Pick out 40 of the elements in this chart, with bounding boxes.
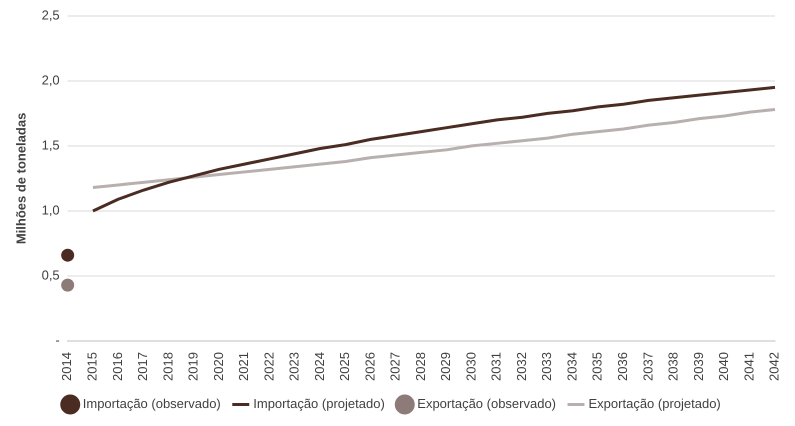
x-tick-label: 2039 (690, 352, 706, 381)
x-tick-label: 2020 (210, 352, 226, 381)
x-tick-label: 2014 (59, 352, 74, 381)
x-tick-label: 2041 (741, 352, 756, 381)
x-tick-label: 2037 (640, 352, 656, 381)
x-tick-label: 2019 (186, 352, 201, 381)
x-tick-label: 2028 (412, 352, 428, 381)
x-tick-label: 2035 (590, 352, 605, 381)
y-tick-label: - (55, 332, 60, 348)
x-tick-label: 2034 (564, 352, 580, 381)
legend-label: Importação (projetado) (253, 396, 385, 412)
x-tick-label: 2040 (716, 352, 732, 381)
x-tick-label: 2022 (261, 352, 276, 381)
x-tick-label: 2021 (236, 352, 252, 381)
y-tick-label: 0,5 (42, 268, 60, 283)
y-tick-label: 2,5 (42, 7, 60, 22)
x-tick-label: 2032 (514, 352, 529, 381)
y-tick-label: 2,0 (42, 72, 60, 88)
y-tick-label: 1,0 (42, 202, 60, 218)
y-tick-label: 1,5 (42, 137, 60, 152)
legend-label: Exportação (observado) (417, 396, 556, 412)
x-tick-label: 2031 (488, 352, 504, 381)
x-tick-label: 2030 (463, 352, 478, 381)
legend-label: Importação (observado) (82, 396, 221, 412)
x-tick-label: 2016 (110, 352, 125, 381)
x-tick-label: 2026 (362, 352, 378, 381)
x-tick-label: 2018 (160, 352, 176, 381)
x-tick-label: 2033 (539, 352, 554, 381)
legend-label: Exportação (projetado) (588, 396, 721, 412)
x-tick-label: 2027 (388, 352, 403, 381)
x-tick-label: 2036 (615, 352, 630, 381)
x-tick-label: 2024 (312, 352, 327, 381)
x-tick-label: 2023 (286, 352, 302, 381)
y-axis-title: Milhões de toneladas (13, 112, 28, 244)
x-tick-label: 2042 (766, 352, 782, 381)
x-tick-label: 2029 (438, 352, 454, 381)
x-tick-label: 2025 (337, 352, 352, 381)
x-tick-label: 2017 (135, 352, 150, 381)
x-tick-label: 2038 (666, 352, 681, 381)
x-tick-label: 2015 (84, 352, 100, 381)
